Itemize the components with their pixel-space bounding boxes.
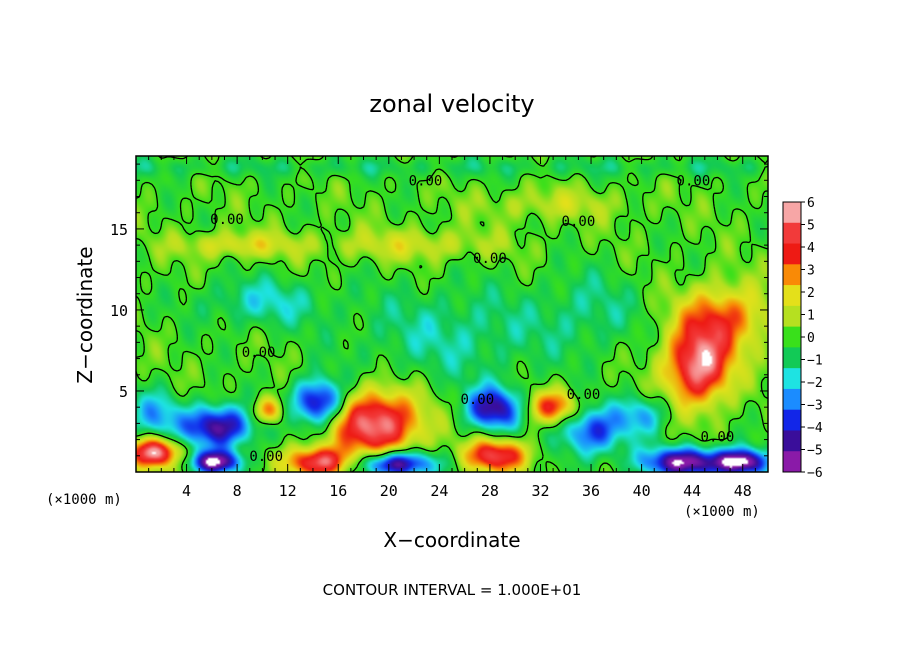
colorbar-swatch (783, 202, 801, 224)
colorbar-label: 3 (807, 264, 815, 279)
colorbar-label: 4 (807, 241, 815, 256)
colorbar-swatch (783, 243, 801, 265)
contour-label-text: 0.00 (473, 251, 507, 267)
x-tick-label: 32 (531, 482, 549, 500)
colorbar-swatch (783, 347, 801, 369)
contour-label-text: 0.00 (242, 345, 276, 361)
contour-lines (135, 155, 769, 473)
contour-interval-note: CONTOUR INTERVAL = 1.000E+01 (323, 581, 582, 599)
contour-label-text: 0.00 (460, 392, 494, 408)
contour-label-text: 0.00 (409, 173, 443, 189)
contour-label: 0.00 (409, 173, 443, 189)
x-tick-label: 36 (582, 482, 600, 500)
colorbar-label: −1 (807, 354, 823, 369)
x-tick-label: 12 (279, 482, 297, 500)
x-tick-label: 4 (182, 482, 191, 500)
colorbar-label: −3 (807, 399, 823, 414)
colorbar-label: 2 (807, 286, 815, 301)
colorbar-label: −6 (807, 466, 823, 481)
colorbar-swatch (783, 388, 801, 411)
contour-label: 0.00 (460, 392, 494, 408)
x-tick-label: 24 (430, 482, 448, 500)
colorbar-swatch (783, 368, 801, 390)
y-tick-label: 15 (110, 221, 128, 239)
y-axis-ticks: 5 10 15 (110, 163, 768, 457)
contour-label-text: 0.00 (701, 429, 735, 445)
colorbar-swatch (783, 326, 801, 348)
x-tick-label: 16 (329, 482, 347, 500)
contour-label-text: 0.00 (249, 449, 283, 465)
contour-label: 0.00 (562, 214, 596, 230)
colorbar-label: −4 (807, 421, 823, 436)
colorbar-label: 0 (807, 331, 815, 346)
x-tick-label: 28 (481, 482, 499, 500)
x-tick-label: 40 (633, 482, 651, 500)
velocity-heatmap (136, 156, 768, 472)
x-tick-label: 20 (380, 482, 398, 500)
colorbar-swatch (783, 409, 801, 431)
colorbar-swatch (783, 305, 801, 328)
x-multiplier-right: (×1000 m) (684, 504, 760, 520)
colorbar-label: −5 (807, 444, 823, 459)
plot-area: 0.00 0.00 0.00 0.00 0.00 0.00 0.00 0.00 0.00 0.00 (135, 155, 769, 473)
x-axis-ticks: 4 8 12 16 20 24 28 32 36 40 44 48 (148, 156, 756, 500)
contour-label-text: 0.00 (562, 214, 596, 230)
x-tick-label: 44 (683, 482, 701, 500)
x-tick-label: 8 (233, 482, 242, 500)
contour-label: 0.00 (567, 387, 601, 403)
contour-label: 0.00 (249, 449, 283, 465)
colorbar-label: 6 (807, 196, 815, 211)
contour-label-text: 0.00 (210, 212, 244, 228)
colorbar-swatch (783, 285, 801, 307)
contour-label: 0.00 (210, 212, 244, 228)
colorbar-swatch (783, 222, 801, 245)
colorbar-label: −2 (807, 376, 823, 391)
colorbar: 6 5 4 3 2 1 0 −1 −2 −3 −4 −5 −6 (782, 196, 823, 481)
zero-contour (135, 155, 769, 473)
contour-label: 0.00 (677, 173, 711, 189)
contour-label: 0.00 (473, 251, 507, 267)
contour-labels: 0.00 0.00 0.00 0.00 0.00 0.00 0.00 0.00 0.00 0.00 (210, 173, 735, 465)
chart-title: zonal velocity (369, 90, 534, 118)
contour-label: 0.00 (242, 345, 276, 361)
y-tick-label: 5 (119, 383, 128, 401)
colorbar-swatch (783, 430, 801, 452)
x-multiplier-left: (×1000 m) (46, 492, 122, 508)
colorbar-swatch (783, 264, 801, 286)
colorbar-swatch (783, 451, 801, 473)
colorbar-label: 5 (807, 219, 815, 234)
contour-label-text: 0.00 (567, 387, 601, 403)
y-tick-label: 10 (110, 302, 128, 320)
contour-label: 0.00 (701, 429, 735, 445)
colorbar-label: 1 (807, 309, 815, 324)
contour-label-text: 0.00 (677, 173, 711, 189)
x-axis-label: X−coordinate (383, 528, 520, 552)
x-tick-label: 48 (734, 482, 752, 500)
y-axis-label: Z−coordinate (73, 246, 97, 383)
